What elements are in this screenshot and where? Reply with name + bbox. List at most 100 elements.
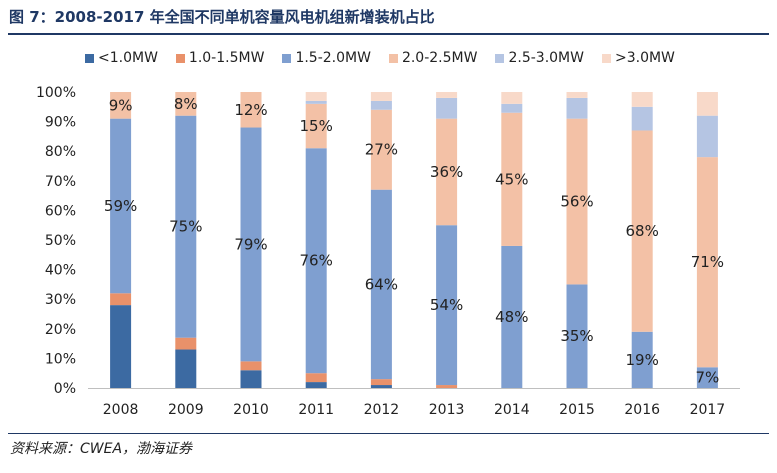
data-label: 56% [560,193,593,211]
bar-segment-2010-0 [240,370,262,388]
data-label: 59% [104,197,137,215]
legend-swatch [601,53,611,63]
data-label: 19% [626,351,659,369]
x-tick-label: 2009 [168,402,204,418]
bar-segment-2017-5 [696,92,718,116]
bar-segment-2015-5 [566,92,588,98]
bar-segment-2017-4 [696,115,718,158]
y-tick-label: 30% [45,292,76,308]
x-tick-label: 2008 [103,402,139,418]
bar-segment-2011-5 [305,92,327,101]
legend-label: >3.0MW [614,50,675,66]
bar-segment-2013-4 [436,97,458,119]
bar-segment-2014-3 [501,112,523,246]
bar-segment-2016-5 [631,92,653,107]
bar-segment-2013-2 [436,225,458,386]
bar-segment-2015-2 [566,284,588,388]
legend-item-4: 2.5-3.0MW [495,50,584,66]
bar-segment-2017-3 [696,157,718,368]
legend-swatch [85,53,94,63]
title-divider [8,33,769,35]
figure-title: 图 7：2008-2017 年全国不同单机容量风电机组新增装机占比 [9,8,435,26]
data-label: 9% [109,96,133,114]
data-label: 54% [430,296,463,314]
legend-label: <1.0MW [98,50,158,66]
legend-label: 1.0-1.5MW [188,50,265,66]
bar-segment-2009-0 [175,349,197,388]
bar-segment-2011-3 [305,103,327,149]
bar-segment-2011-0 [305,382,327,388]
y-tick-label: 10% [45,351,76,367]
data-label: 35% [560,327,593,345]
bar-segment-2013-3 [436,118,458,226]
y-tick-label: 50% [45,233,76,249]
bar-segment-2011-4 [305,100,327,104]
bar-segment-2009-2 [175,115,197,338]
legend-swatch [495,53,505,63]
y-tick-label: 0% [54,381,76,397]
y-tick-label: 70% [45,174,76,190]
bar-segment-2008-1 [110,293,132,306]
x-tick-label: 2012 [364,402,400,418]
bar-segment-2014-2 [501,245,523,388]
y-tick-label: 40% [45,263,76,279]
bar-segment-2008-3 [110,92,132,119]
bar-segment-2010-2 [240,127,262,362]
bar-segment-2013-1 [436,385,458,388]
x-tick-label: 2011 [298,402,334,418]
x-tick-label: 2013 [429,402,465,418]
bar-segment-2012-0 [370,385,392,388]
data-label: 79% [234,235,267,253]
y-tick-label: 80% [45,144,76,160]
legend-label: 1.5-2.0MW [295,50,371,66]
bar-segment-2016-3 [631,130,653,332]
y-tick-label: 90% [45,115,76,131]
data-label: 68% [626,222,659,240]
source-note: 资料来源：CWEA，渤海证券 [10,441,193,457]
x-tick-label: 2017 [690,402,726,418]
bar-segment-2013-5 [436,92,458,98]
legend-swatch [175,53,185,63]
data-label: 36% [430,163,463,181]
legend-item-2: 1.5-2.0MW [282,50,371,66]
bar-segment-2010-1 [240,361,262,371]
bar-segment-2012-2 [370,189,392,380]
bar-segment-2012-5 [370,92,392,101]
data-label: 27% [365,141,398,159]
bar-segment-2015-4 [566,97,588,119]
x-tick-label: 2010 [233,402,269,418]
y-tick-label: 20% [45,322,76,338]
bar-segment-2011-2 [305,148,327,374]
legend-label: 2.0-2.5MW [401,50,478,66]
bar-segment-2012-1 [370,379,392,386]
x-tick-label: 2015 [559,402,595,418]
bar-segment-2016-4 [631,106,653,131]
bar-segment-2015-3 [566,118,588,285]
bar-segment-2014-5 [501,92,523,104]
bar-segment-2012-4 [370,100,392,110]
bar-segment-2008-0 [110,305,132,388]
legend-item-0: <1.0MW [85,50,158,66]
data-label: 75% [169,218,202,236]
legend-label: 2.5-3.0MW [508,50,584,66]
data-label: 15% [300,117,333,135]
bar-segment-2012-3 [370,109,392,190]
data-label: 8% [174,95,198,113]
footer-divider [8,433,769,434]
legend-item-1: 1.0-1.5MW [175,50,265,66]
x-tick-label: 2016 [624,402,660,418]
legend-swatch [282,53,292,63]
legend-item-5: >3.0MW [601,50,675,66]
bar-segment-2009-3 [175,92,197,116]
data-label: 45% [495,170,528,188]
bar-segment-2016-2 [631,331,653,388]
bar-segment-2010-3 [240,92,262,128]
data-label: 71% [691,253,724,271]
bar-segment-2009-1 [175,337,197,350]
data-label: 48% [495,308,528,326]
data-label: 12% [234,101,267,119]
y-tick-label: 60% [45,203,76,219]
bar-segment-2017-2 [696,367,718,388]
y-tick-label: 100% [36,85,76,101]
